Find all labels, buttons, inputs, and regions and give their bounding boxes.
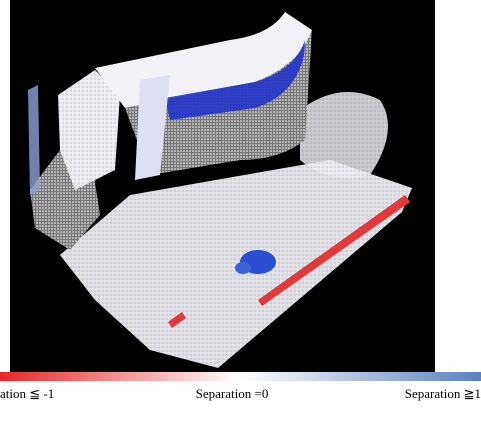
colorbar-label: Separation =0: [196, 386, 269, 401]
point-cloud-render: [10, 0, 435, 372]
left-pole: [28, 85, 40, 195]
colorbar-label: Separation ≧1: [405, 386, 481, 401]
figure: ation ≦ -1 Separation =0 Separation ≧1: [0, 0, 481, 432]
vegetation: [300, 92, 388, 178]
colorbar-label: ation ≦ -1: [0, 386, 54, 401]
blue-patch: [235, 262, 251, 274]
colorbar: [0, 372, 481, 381]
